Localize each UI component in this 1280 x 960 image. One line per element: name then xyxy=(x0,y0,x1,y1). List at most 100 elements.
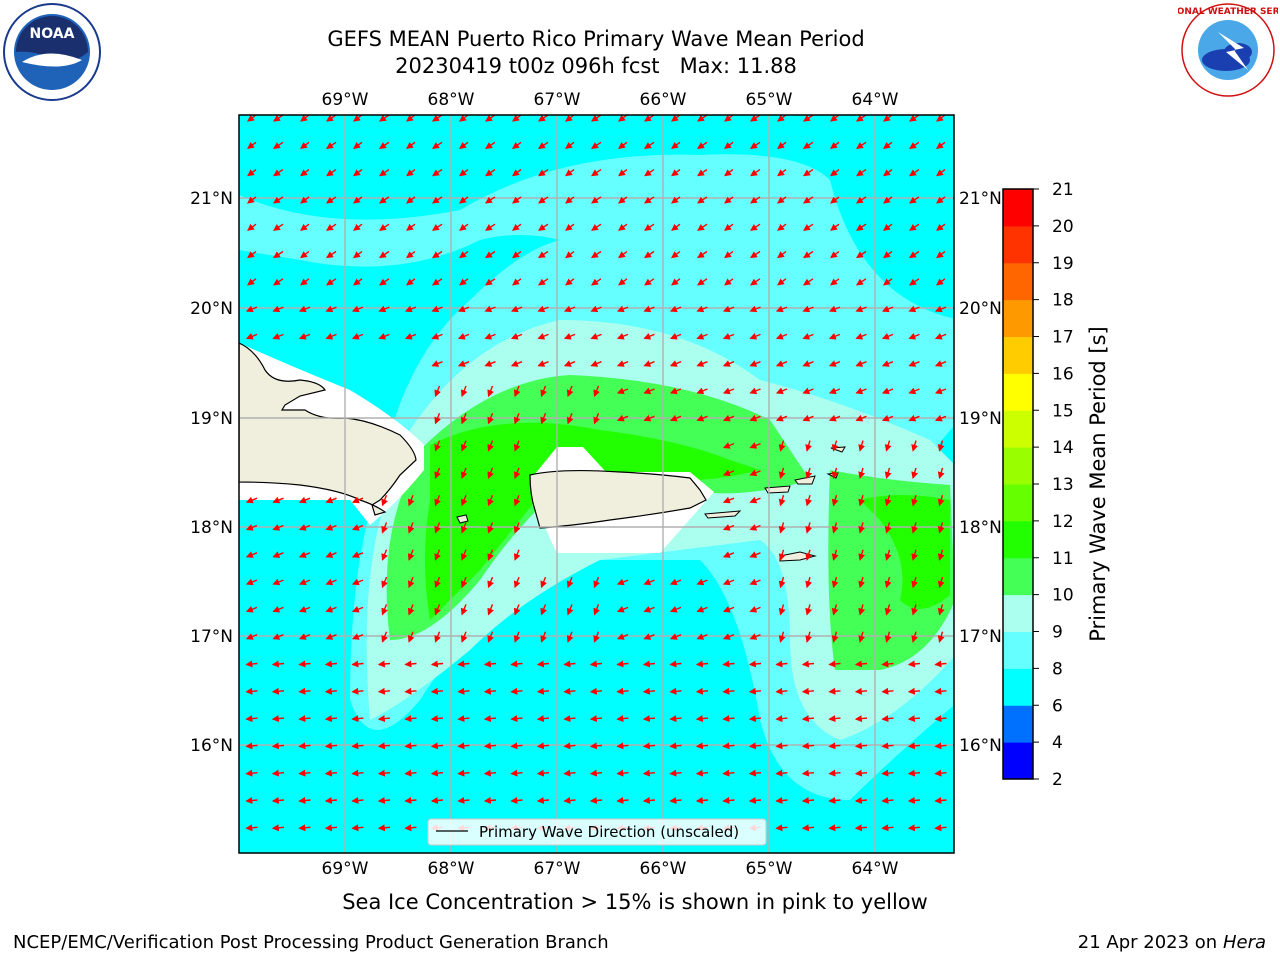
wave-direction-arrow xyxy=(591,115,602,122)
wave-direction-arrow xyxy=(802,360,814,367)
wave-direction-arrow xyxy=(589,687,603,695)
wave-direction-arrow xyxy=(722,660,735,668)
wave-direction-arrow xyxy=(937,522,945,534)
wave-direction-arrow xyxy=(565,196,575,204)
wave-direction-arrow xyxy=(404,332,417,340)
wave-direction-arrow xyxy=(590,305,602,313)
wave-direction-arrow xyxy=(513,631,521,643)
wave-direction-arrow xyxy=(748,796,762,804)
wave-direction-arrow xyxy=(432,223,443,231)
wave-direction-arrow xyxy=(245,687,258,695)
wave-direction-arrow xyxy=(245,742,258,750)
wave-direction-arrow xyxy=(722,769,735,777)
wave-direction-arrow xyxy=(430,796,444,804)
colorbar-tick-label: 19 xyxy=(1052,254,1074,274)
wave-direction-arrow xyxy=(245,524,258,531)
wave-direction-arrow xyxy=(934,769,947,777)
wave-direction-arrow xyxy=(907,796,921,804)
wave-direction-arrow xyxy=(801,660,815,668)
wave-direction-arrow xyxy=(937,494,945,507)
wave-direction-arrow xyxy=(724,115,734,122)
wave-direction-arrow xyxy=(404,687,417,695)
wave-direction-arrow xyxy=(669,360,682,367)
colorbar-segment xyxy=(1003,631,1033,669)
wave-direction-arrow xyxy=(377,660,391,668)
wave-direction-arrow xyxy=(298,578,311,586)
wave-direction-arrow xyxy=(722,633,735,640)
wave-direction-arrow xyxy=(538,115,549,122)
wave-direction-arrow xyxy=(831,604,839,616)
wave-direction-arrow xyxy=(300,223,310,231)
wave-direction-arrow xyxy=(563,687,576,695)
wave-direction-arrow xyxy=(669,305,682,313)
wave-direction-arrow xyxy=(908,414,920,422)
wave-direction-arrow xyxy=(616,660,629,668)
wave-direction-arrow xyxy=(298,496,311,504)
wave-direction-arrow xyxy=(748,769,762,777)
wave-direction-arrow xyxy=(510,687,523,695)
wave-direction-arrow xyxy=(457,769,470,777)
wave-direction-arrow xyxy=(273,196,284,204)
wave-direction-arrow xyxy=(858,549,866,561)
wave-direction-arrow xyxy=(351,305,364,313)
wave-direction-arrow xyxy=(777,278,787,286)
wave-direction-arrow xyxy=(750,196,761,204)
colorbar-tick-label: 20 xyxy=(1052,217,1074,237)
wave-direction-arrow xyxy=(245,660,258,668)
wave-direction-arrow xyxy=(325,605,337,613)
wave-direction-arrow xyxy=(353,250,363,259)
colorbar-tick-label: 10 xyxy=(1052,586,1074,606)
wave-direction-arrow xyxy=(722,687,735,695)
wave-direction-arrow xyxy=(512,250,522,259)
wave-direction-arrow xyxy=(459,169,469,177)
wave-direction-arrow xyxy=(589,796,603,804)
wave-direction-arrow xyxy=(381,604,388,616)
wave-direction-arrow xyxy=(669,633,682,640)
wave-direction-arrow xyxy=(485,196,496,204)
wave-direction-arrow xyxy=(937,604,945,616)
wave-direction-arrow xyxy=(936,278,946,286)
wave-direction-arrow xyxy=(271,824,285,832)
land-hispaniola xyxy=(239,342,417,516)
wave-direction-arrow xyxy=(937,576,945,589)
wave-direction-arrow xyxy=(643,387,655,395)
wave-direction-arrow xyxy=(563,360,576,367)
wave-direction-arrow xyxy=(510,769,523,777)
wave-direction-arrow xyxy=(722,551,735,558)
wave-direction-arrow xyxy=(377,796,391,804)
wave-direction-arrow xyxy=(538,278,549,286)
wave-direction-arrow xyxy=(430,769,444,777)
wave-direction-arrow xyxy=(618,223,628,231)
wave-direction-arrow xyxy=(326,250,337,259)
wave-direction-arrow xyxy=(351,742,364,750)
wave-direction-arrow xyxy=(484,332,496,340)
wave-direction-arrow xyxy=(483,715,497,723)
wave-direction-arrow xyxy=(671,141,681,150)
wave-direction-arrow xyxy=(722,305,735,313)
wave-direction-arrow xyxy=(828,687,841,695)
lon-label-top: 66°W xyxy=(640,90,687,110)
wave-direction-arrow xyxy=(460,631,468,643)
wave-direction-arrow xyxy=(460,522,468,534)
wave-direction-arrow xyxy=(565,115,575,122)
wave-direction-arrow xyxy=(856,115,867,122)
wave-direction-arrow xyxy=(644,223,655,231)
wave-direction-arrow xyxy=(907,660,921,668)
wave-direction-arrow xyxy=(406,250,416,259)
wave-direction-arrow xyxy=(802,387,814,395)
wave-direction-arrow xyxy=(749,551,761,558)
wave-direction-arrow xyxy=(406,141,416,150)
wave-direction-arrow xyxy=(379,169,390,177)
wave-direction-arrow xyxy=(457,796,470,804)
lat-label-left: 18°N xyxy=(190,518,233,538)
wave-direction-arrow xyxy=(434,576,441,589)
wave-direction-arrow xyxy=(907,715,921,723)
wave-direction-arrow xyxy=(325,524,337,531)
wave-direction-arrow xyxy=(351,715,364,723)
colorbar-segment xyxy=(1003,557,1033,596)
wave-direction-arrow xyxy=(828,414,841,422)
wave-direction-arrow xyxy=(881,715,894,723)
wave-direction-arrow xyxy=(884,522,892,534)
wave-direction-arrow xyxy=(353,141,363,150)
colorbar-segment xyxy=(1003,410,1033,448)
